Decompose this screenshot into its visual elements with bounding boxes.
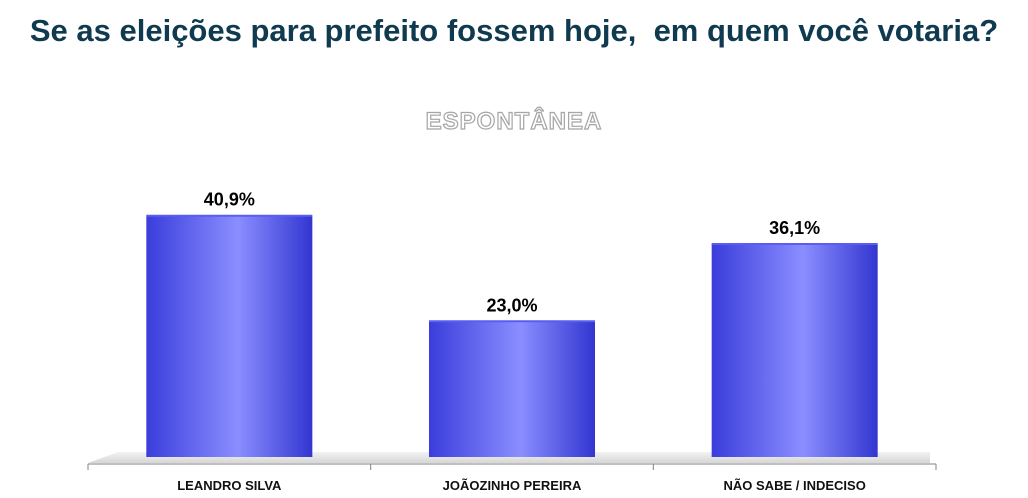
bar [711,244,878,457]
bar [429,321,595,457]
x-tick-label: LEANDRO SILVA [177,478,282,493]
chart-subtitle: ESPONTÂNEA [425,107,603,135]
chart-title: Se as eleições para prefeito fossem hoje… [29,13,999,48]
data-label: 40,9% [204,190,255,210]
data-label: 23,0% [486,295,537,315]
data-label: 36,1% [769,218,820,238]
x-tick-label: NÃO SABE / INDECISO [724,478,866,493]
bar [146,215,313,457]
x-tick-label: JOÃOZINHO PEREIRA [443,478,582,493]
